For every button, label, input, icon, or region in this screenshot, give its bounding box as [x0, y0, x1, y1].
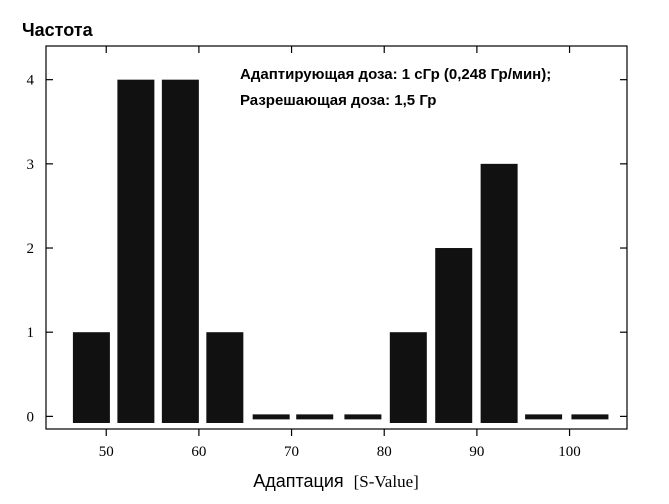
x-tick-label: 60 — [191, 444, 206, 460]
x-axis: 50 60 70 80 90 100 — [99, 46, 581, 460]
bar-bin-3 — [206, 332, 244, 423]
bar-bin-4 — [252, 414, 290, 420]
bar-bin-8 — [435, 248, 473, 423]
bar-bin-0 — [72, 332, 110, 423]
y-axis-title: Частота — [22, 20, 94, 40]
x-axis-title-unit: [S-Value] — [354, 472, 419, 491]
annotation-line-1: Адаптирующая доза: 1 сГр (0,248 Гр/мин); — [240, 66, 551, 83]
bar-bin-2 — [161, 79, 199, 424]
y-axis: 0 1 2 3 4 — [27, 73, 627, 425]
bar-bin-5 — [296, 414, 334, 420]
bar-bin-7 — [389, 332, 427, 423]
bar-bin-11 — [571, 414, 609, 420]
x-tick-label: 90 — [469, 444, 484, 460]
x-axis-title: Адаптация [S-Value] — [253, 471, 419, 491]
bar-bin-10 — [525, 414, 563, 420]
y-tick-label: 2 — [27, 241, 35, 257]
x-tick-label: 50 — [99, 444, 114, 460]
y-tick-label: 1 — [27, 325, 35, 341]
y-tick-label: 4 — [27, 73, 35, 89]
y-tick-label: 0 — [27, 409, 35, 425]
plot-frame — [45, 45, 628, 430]
x-tick-label: 70 — [284, 444, 299, 460]
bar-bin-6 — [344, 414, 382, 420]
x-axis-title-label: Адаптация — [253, 471, 343, 491]
x-tick-label: 80 — [377, 444, 392, 460]
bars-group — [72, 79, 609, 424]
x-tick-label: 100 — [558, 444, 581, 460]
bar-bin-1 — [117, 79, 155, 424]
annotation-line-2: Разрешающая доза: 1,5 Гр — [240, 92, 436, 109]
y-tick-label: 3 — [27, 157, 35, 173]
bar-bin-9 — [480, 163, 518, 423]
